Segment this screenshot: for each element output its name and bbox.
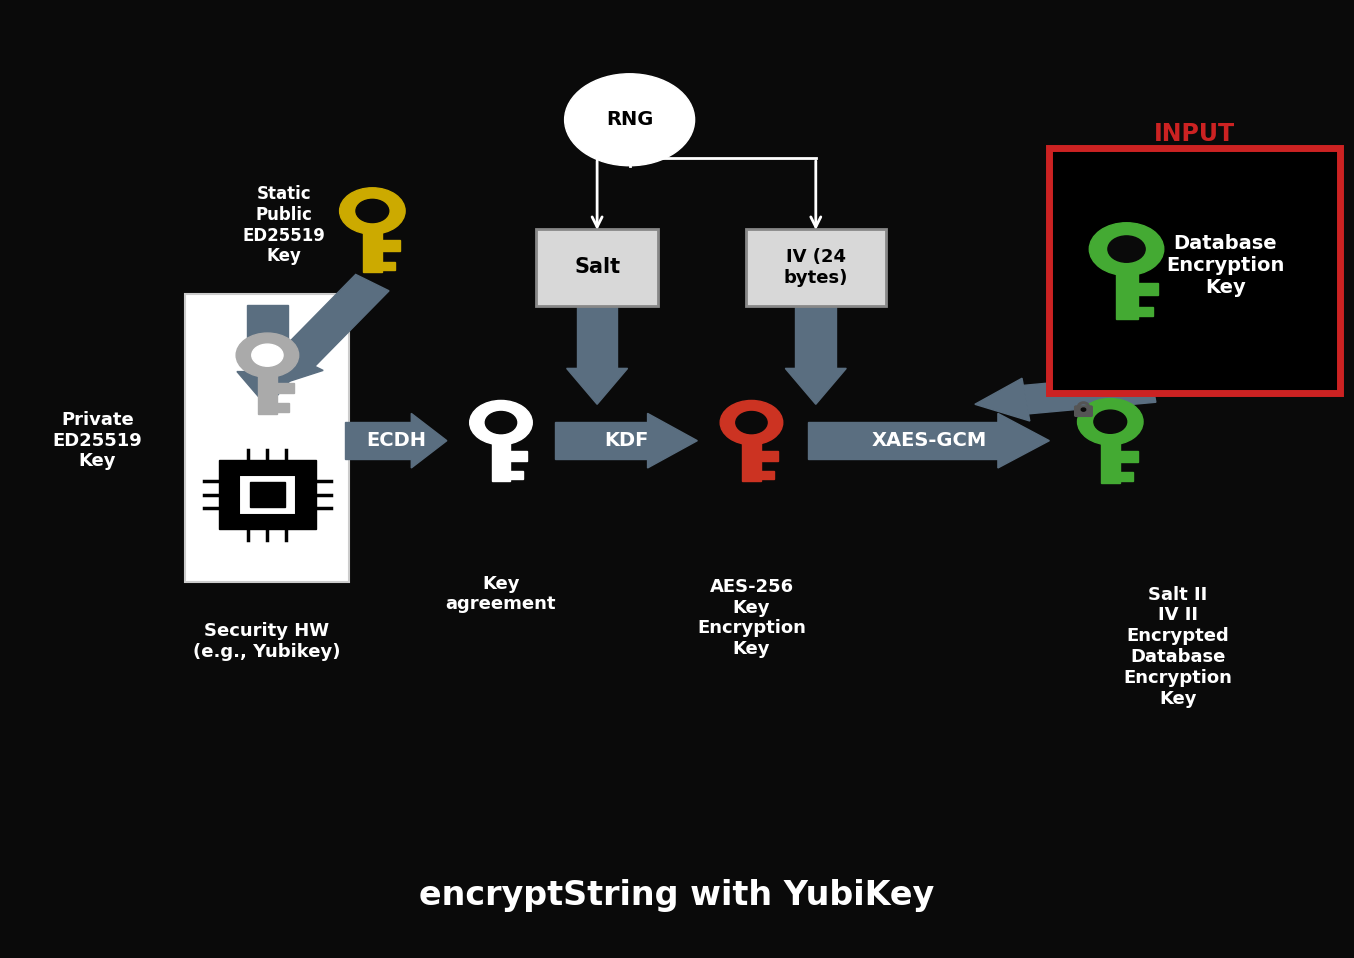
FancyBboxPatch shape [363,215,382,272]
FancyBboxPatch shape [382,240,399,251]
FancyBboxPatch shape [536,229,658,306]
FancyBboxPatch shape [1137,283,1158,295]
FancyBboxPatch shape [742,425,761,481]
Circle shape [1090,223,1164,276]
Circle shape [252,344,283,366]
Polygon shape [1024,374,1156,414]
Text: IV (24
bytes): IV (24 bytes) [784,248,848,286]
FancyBboxPatch shape [1120,472,1133,481]
Polygon shape [412,414,447,468]
Text: Security HW
(e.g., Yubikey): Security HW (e.g., Yubikey) [194,623,340,661]
Text: Database
Encryption
Key: Database Encryption Key [1166,235,1285,297]
FancyBboxPatch shape [259,358,276,414]
Polygon shape [246,306,287,372]
FancyBboxPatch shape [492,425,510,481]
Text: XAES-GCM: XAES-GCM [871,431,987,450]
Polygon shape [237,372,298,407]
Circle shape [485,412,517,434]
Polygon shape [577,302,617,369]
Text: ECDH: ECDH [366,431,427,450]
Circle shape [735,412,768,434]
Polygon shape [555,422,647,459]
Text: KDF: KDF [604,431,649,450]
Circle shape [1078,399,1143,445]
FancyBboxPatch shape [250,483,284,507]
Text: INPUT: INPUT [1154,122,1235,147]
Polygon shape [785,369,846,404]
FancyBboxPatch shape [761,471,773,479]
Text: Key
agreement: Key agreement [445,575,556,613]
Text: AES-256
Key
Encryption
Key: AES-256 Key Encryption Key [697,578,806,658]
FancyBboxPatch shape [1116,253,1137,318]
Circle shape [236,333,299,377]
Polygon shape [566,369,627,404]
Circle shape [565,74,695,166]
Text: Salt II
IV II
Encrypted
Database
Encryption
Key: Salt II IV II Encrypted Database Encrypt… [1124,585,1232,708]
Polygon shape [975,378,1030,421]
Polygon shape [647,414,697,468]
Text: Static
Public
ED25519
Key: Static Public ED25519 Key [242,185,326,265]
Circle shape [720,400,783,445]
FancyBboxPatch shape [1075,406,1093,417]
Text: encryptString with YubiKey: encryptString with YubiKey [420,879,934,912]
FancyBboxPatch shape [510,471,523,479]
FancyBboxPatch shape [276,383,294,394]
Circle shape [356,199,389,222]
FancyBboxPatch shape [761,451,777,461]
Circle shape [1108,236,1145,262]
Text: Private
ED25519
Key: Private ED25519 Key [53,411,142,470]
FancyBboxPatch shape [1049,148,1340,393]
FancyBboxPatch shape [382,262,395,270]
FancyBboxPatch shape [218,460,315,529]
Polygon shape [808,422,998,459]
Circle shape [470,400,532,445]
Text: RNG: RNG [607,110,653,129]
FancyBboxPatch shape [1137,307,1152,316]
Circle shape [1082,408,1086,411]
Text: Salt: Salt [574,258,620,277]
Polygon shape [282,274,389,366]
Polygon shape [268,346,324,388]
Circle shape [340,188,405,234]
FancyBboxPatch shape [510,451,527,461]
Polygon shape [345,422,412,459]
FancyBboxPatch shape [746,229,886,306]
FancyBboxPatch shape [1120,451,1137,462]
Circle shape [1094,410,1127,433]
Polygon shape [998,414,1049,468]
FancyBboxPatch shape [185,294,349,582]
FancyBboxPatch shape [276,403,290,412]
Polygon shape [796,302,835,369]
FancyBboxPatch shape [1101,425,1120,483]
FancyBboxPatch shape [240,475,295,514]
